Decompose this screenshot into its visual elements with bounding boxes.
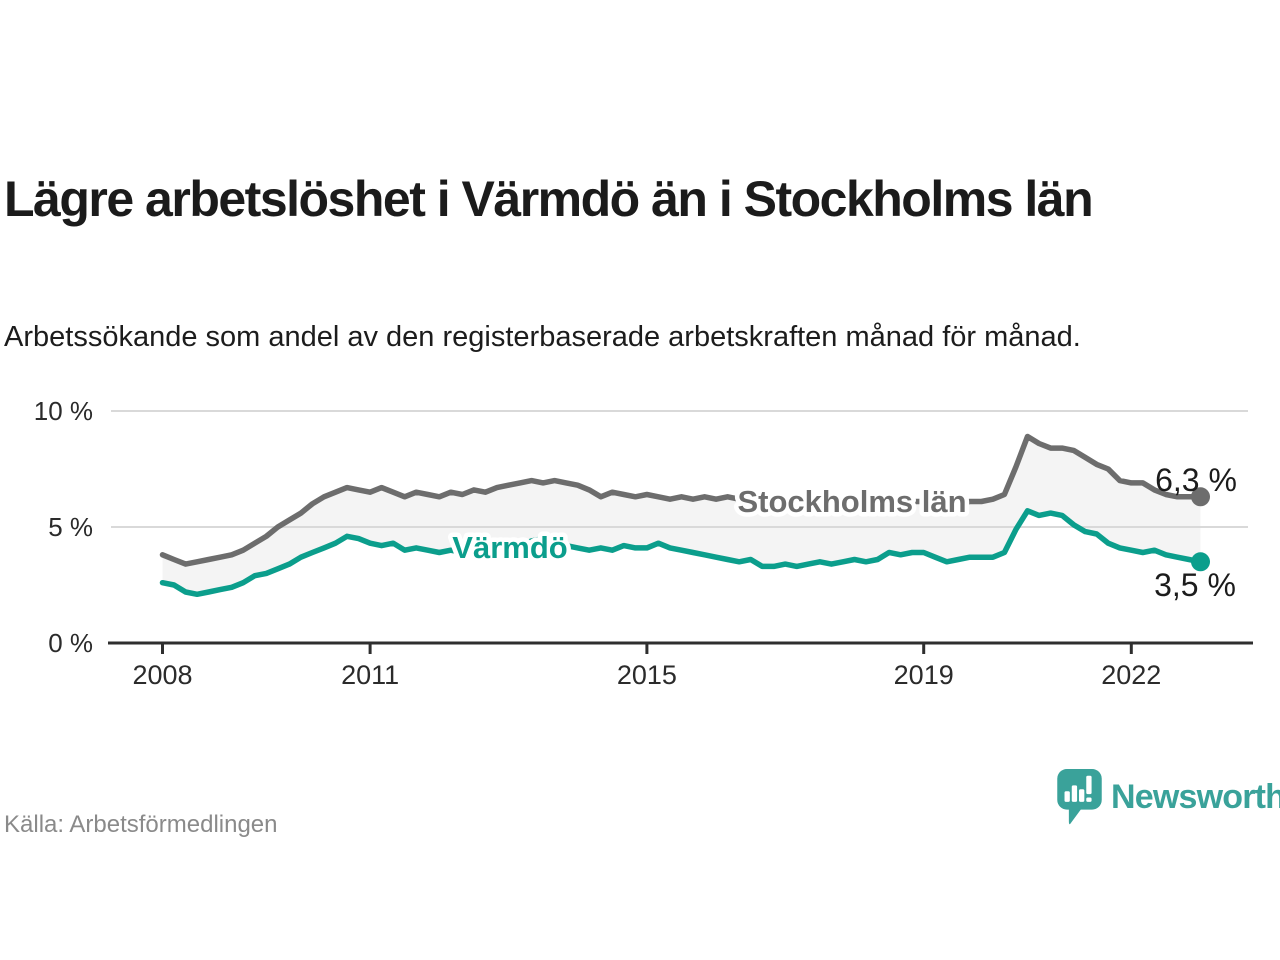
x-tick-label-2011: 2011 <box>341 660 399 690</box>
page-title: Lägre arbetslöshet i Värmdö än i Stockho… <box>4 170 1094 227</box>
x-axis <box>108 641 1253 654</box>
series-label-stockholms-lan: Stockholms län <box>737 484 966 519</box>
y-tick-label-5: 5 % <box>48 512 93 542</box>
newsworthy-logo-icon <box>1057 768 1102 825</box>
series-label-varmdo: Värmdö <box>452 530 567 565</box>
end-value-varmdo: 3,5 % <box>1154 567 1236 603</box>
series-end-dots <box>1191 487 1210 572</box>
end-dot-Värmdö <box>1191 552 1210 572</box>
x-tick-label-2008: 2008 <box>132 660 192 690</box>
brand-wordmark: Newsworthy <box>1111 777 1280 816</box>
y-axis-labels: 0 % 5 % 10 % <box>34 396 93 658</box>
x-axis-labels: 2008 2011 2015 2019 2022 <box>132 660 1161 690</box>
newsworthy-brand: Newsworthy <box>1056 768 1280 826</box>
logo-bar-chart-icon <box>1064 775 1092 802</box>
end-value-stockholms-lan: 6,3 % <box>1155 462 1237 498</box>
line-Värmdö <box>159 508 1204 598</box>
end-dot-Stockholms län <box>1191 487 1210 507</box>
line-Stockholms län <box>159 433 1204 567</box>
series-lines <box>159 433 1204 598</box>
source-note: Källa: Arbetsförmedlingen <box>4 811 278 838</box>
x-tick-label-2015: 2015 <box>617 660 677 690</box>
x-tick-label-2019: 2019 <box>894 660 954 690</box>
y-tick-label-10: 10 % <box>34 396 93 426</box>
area-fill-between-series <box>162 436 1201 595</box>
unemployment-line-chart: 0 % 5 % 10 % 2008 2011 2015 2019 2022 Stockhol… <box>34 396 1253 690</box>
fill-between-lines <box>162 436 1201 595</box>
x-tick-label-2022: 2022 <box>1101 660 1161 690</box>
gridlines <box>111 410 1248 528</box>
y-tick-label-0: 0 % <box>48 628 93 658</box>
chart-subtitle: Arbetssökande som andel av den registerb… <box>4 321 1081 353</box>
